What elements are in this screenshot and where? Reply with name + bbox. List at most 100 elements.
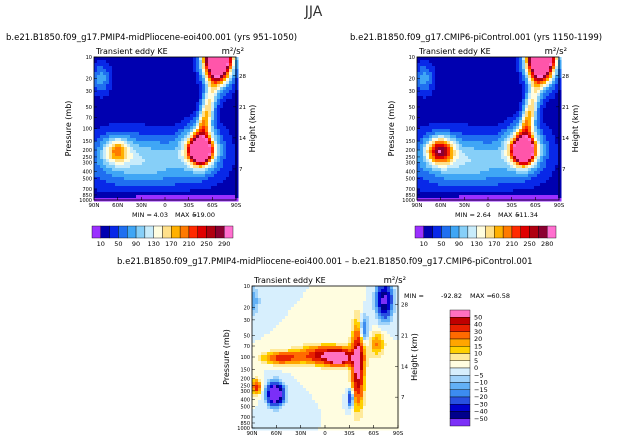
heat-cell (480, 105, 484, 109)
heat-cell (226, 123, 230, 127)
heat-cell (166, 153, 170, 157)
heat-cell (172, 123, 176, 127)
heat-cell (193, 162, 197, 166)
heat-cell (103, 195, 107, 199)
heat-cell (528, 171, 532, 175)
heat-cell (549, 156, 553, 160)
heat-cell (178, 138, 182, 142)
heat-cell (471, 117, 475, 121)
heat-cell (217, 99, 221, 103)
heat-cell (459, 123, 463, 127)
heat-cell (163, 132, 167, 136)
heat-cell (109, 132, 113, 136)
heat-cell (190, 150, 194, 154)
heat-cell (501, 123, 505, 127)
heat-cell (474, 84, 478, 88)
heat-cell (504, 72, 508, 76)
heat-cell (148, 183, 152, 187)
heat-cell (516, 129, 520, 133)
heat-cell (190, 84, 194, 88)
subtitle: Transient eddy KE (418, 47, 491, 56)
heat-cell (205, 192, 209, 196)
heat-cell (531, 180, 535, 184)
heat-cell (486, 171, 490, 175)
heat-cell (441, 153, 445, 157)
heat-cell (549, 183, 553, 187)
heat-cell (163, 57, 167, 61)
heat-cell (154, 129, 158, 133)
heat-cell (507, 126, 511, 130)
heat-cell (94, 162, 98, 166)
heat-cell (552, 171, 556, 175)
heat-cell (252, 295, 256, 299)
heat-cell (163, 117, 167, 121)
heat-cell (507, 186, 511, 190)
heat-cell (252, 367, 256, 371)
heat-cell (97, 159, 101, 163)
y-tick-label: 500 (82, 176, 92, 182)
heat-cell (178, 189, 182, 193)
heat-cell (217, 186, 221, 190)
heat-cell (423, 117, 427, 121)
heat-cell (190, 81, 194, 85)
heat-cell (199, 57, 203, 61)
heat-cell (267, 355, 271, 359)
heat-cell (495, 60, 499, 64)
heat-cell (163, 81, 167, 85)
heat-cell (103, 171, 107, 175)
heat-cell (94, 66, 98, 70)
heat-cell (232, 90, 236, 94)
heat-cell (504, 135, 508, 139)
heat-cell (438, 84, 442, 88)
heat-cell (208, 102, 212, 106)
heat-cell (462, 186, 466, 190)
heat-cell (112, 60, 116, 64)
heat-cell (109, 66, 113, 70)
heat-cell (540, 126, 544, 130)
heat-cell (196, 102, 200, 106)
heat-cell (516, 120, 520, 124)
heat-cell (441, 111, 445, 115)
heat-cell (202, 183, 206, 187)
heat-cell (507, 153, 511, 157)
heat-cell (226, 117, 230, 121)
heat-cell (175, 66, 179, 70)
heat-cell (528, 129, 532, 133)
heat-cell (258, 382, 262, 386)
heat-cell (252, 418, 256, 422)
heat-cell (441, 192, 445, 196)
heat-cell (178, 63, 182, 67)
heat-cell (450, 168, 454, 172)
heat-cell (513, 120, 517, 124)
heat-cell (480, 138, 484, 142)
heat-cell (226, 60, 230, 64)
heat-cell (423, 114, 427, 118)
heat-cell (432, 96, 436, 100)
heat-cell (489, 114, 493, 118)
heat-cell (133, 132, 137, 136)
heat-cell (468, 171, 472, 175)
heat-cell (423, 192, 427, 196)
heat-cell (115, 168, 119, 172)
heat-cell (525, 96, 529, 100)
heat-cell (217, 108, 221, 112)
heat-cell (429, 126, 433, 130)
heat-cell (160, 69, 164, 73)
heat-cell (97, 66, 101, 70)
heat-cell (190, 171, 194, 175)
heat-cell (543, 129, 547, 133)
heat-cell (462, 126, 466, 130)
heat-cell (558, 180, 562, 184)
heat-cell (178, 192, 182, 196)
heat-cell (217, 156, 221, 160)
heat-cell (160, 108, 164, 112)
heat-cell (558, 84, 562, 88)
heat-cell (160, 135, 164, 139)
heat-cell (193, 165, 197, 169)
heat-cell (139, 168, 143, 172)
heat-cell (525, 132, 529, 136)
heat-cell (510, 78, 514, 82)
heat-cell (235, 198, 239, 202)
heat-cell (522, 177, 526, 181)
heat-cell (264, 421, 268, 425)
